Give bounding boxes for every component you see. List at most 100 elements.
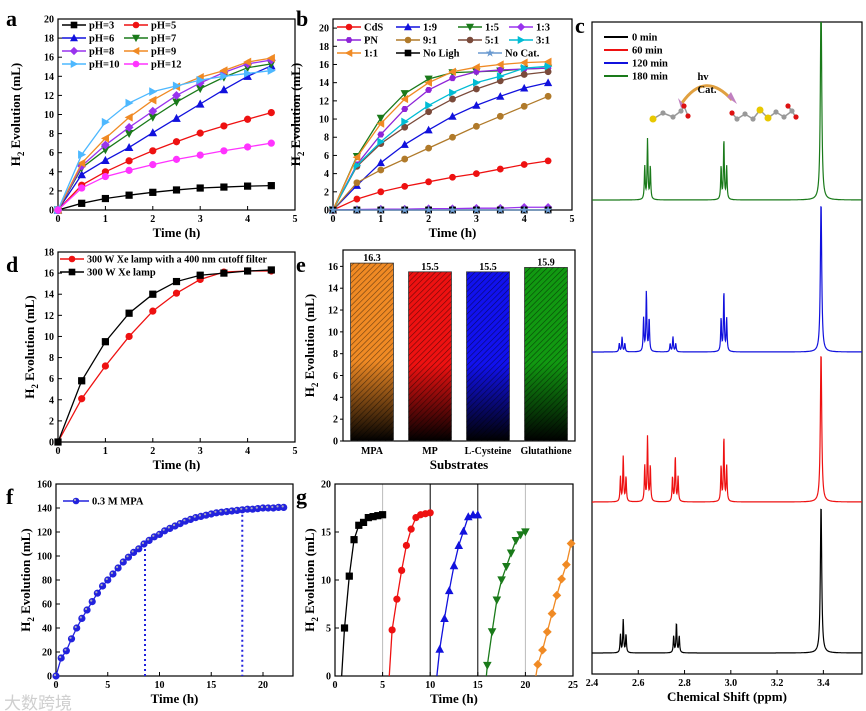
x-axis-title: Time (h) [429,225,477,240]
x-tick-label: 1 [103,214,108,225]
data-point [78,184,86,192]
data-point-highlight [240,507,243,510]
bar-mpa: 16.3 MPA [350,253,394,457]
legend-label: 120 min [632,59,668,70]
data-point-highlight [271,505,274,509]
legend-marker [465,23,475,32]
x-tick-label: 5 [105,680,110,691]
data-point [78,150,87,159]
series-cycle-3 [435,510,483,676]
series-3-1 [329,62,553,215]
x-tick-label: 20 [258,680,268,691]
data-point [472,205,481,214]
legend-marker [68,255,76,263]
y-axis-title: H2 Evolution (mL) [288,63,306,166]
data-point [73,624,81,632]
y-tick-label: 20 [319,24,329,35]
data-point [496,165,504,173]
data-point-highlight [188,517,191,520]
data-point [88,597,96,606]
x-tick-label: 2 [150,446,155,457]
atom [729,110,735,116]
y-tick-label: 12 [44,91,54,102]
bar-hatch [524,267,568,441]
data-point [425,86,433,93]
data-point-highlight [141,541,145,545]
data-point [376,205,386,214]
data-point [220,122,228,130]
x-tick-label: 2.8 [678,678,691,689]
series-cycle-4 [483,528,530,676]
legend-marker [72,497,80,505]
series-line [341,514,383,676]
data-point [544,92,552,100]
series-line [332,206,549,211]
data-point [195,99,205,108]
data-point [352,153,361,162]
data-point-highlight [193,515,196,518]
legend-item: 5:1 [458,36,499,47]
data-point [149,87,158,96]
data-point [519,58,528,67]
data-point [519,205,529,214]
y-tick-label: 8 [49,353,54,364]
legend-marker [516,22,526,32]
data-point [401,117,409,126]
data-point [378,511,387,519]
legend-item: pH=9 [124,47,176,58]
x-tick-label: 2.6 [632,678,645,689]
data-point [266,53,275,63]
legend-item: No Cat. [478,49,540,60]
y-tick-label: 16 [44,53,54,64]
data-point [172,113,181,122]
data-point [77,158,86,168]
y-tick-label: 6 [333,371,338,382]
legend-marker [70,21,78,29]
x-tick-label: 0 [56,446,61,457]
data-point [149,188,157,196]
series-line [57,111,272,211]
data-point-highlight [250,507,253,510]
x-tick-label: 2.4 [586,678,599,689]
legend-label: 9:1 [423,36,437,47]
y-tick-label: 100 [37,552,52,563]
x-tick-label: 3 [198,214,203,225]
x-tick-label: 1 [378,214,383,225]
molecule-reactant [649,103,691,123]
series-pn [329,65,552,213]
atom [793,114,799,120]
data-point [98,582,107,590]
atom [649,115,657,123]
data-point-highlight [266,505,269,509]
x-tick-label: 2 [426,214,431,225]
series-line [332,67,549,211]
data-point-highlight [281,505,284,508]
data-point [172,90,181,100]
plot-frame [55,483,294,677]
data-point [101,338,109,346]
data-point [353,179,361,187]
legend-marker [517,35,526,45]
nmr-spectrum [592,22,862,201]
data-point [220,269,228,277]
watermark-logo: 大数跨境 [4,694,72,711]
x-tick-label: 4 [245,446,250,457]
data-point [244,115,252,123]
data-point-highlight [167,526,170,529]
data-point [495,205,505,214]
data-point [78,199,86,207]
legend-marker [70,59,79,69]
data-point [119,558,127,566]
data-point-highlight [64,648,67,651]
data-point [448,205,457,214]
data-point [425,108,432,116]
data-point [472,78,481,87]
nmr-spectrum [592,508,862,654]
series-cycle-5 [533,539,576,676]
data-point [472,122,480,130]
data-point-highlight [121,559,124,563]
data-point [538,645,547,655]
y-tick-label: 80 [42,576,52,587]
x-tick-label: 10 [154,680,164,691]
legend-label: 1:5 [485,23,499,34]
